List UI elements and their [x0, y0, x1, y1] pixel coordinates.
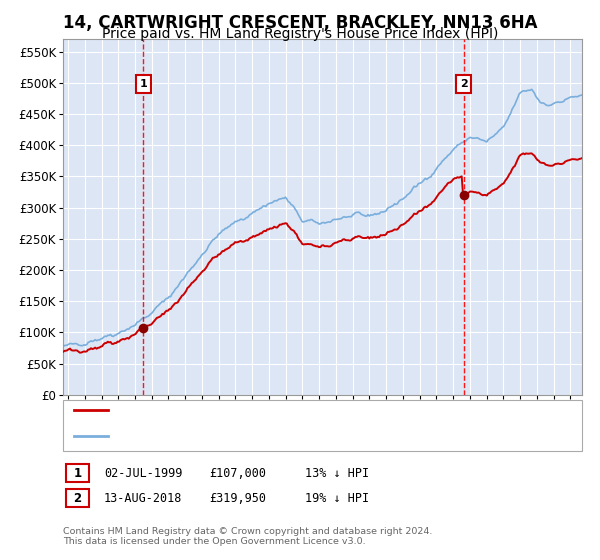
- Text: £319,950: £319,950: [209, 492, 266, 505]
- Text: Contains HM Land Registry data © Crown copyright and database right 2024.
This d: Contains HM Land Registry data © Crown c…: [63, 526, 433, 546]
- Text: 13-AUG-2018: 13-AUG-2018: [104, 492, 182, 505]
- Text: Price paid vs. HM Land Registry's House Price Index (HPI): Price paid vs. HM Land Registry's House …: [102, 27, 498, 41]
- Text: HPI: Average price, detached house, West Northamptonshire: HPI: Average price, detached house, West…: [115, 431, 454, 441]
- Text: 2: 2: [73, 492, 82, 505]
- Text: 14, CARTWRIGHT CRESCENT, BRACKLEY, NN13 6HA: 14, CARTWRIGHT CRESCENT, BRACKLEY, NN13 …: [63, 14, 537, 32]
- Text: 1: 1: [73, 466, 82, 480]
- Text: 14, CARTWRIGHT CRESCENT, BRACKLEY, NN13 6HA (detached house): 14, CARTWRIGHT CRESCENT, BRACKLEY, NN13 …: [115, 405, 505, 415]
- Text: 13% ↓ HPI: 13% ↓ HPI: [305, 466, 369, 480]
- Text: 2: 2: [460, 78, 467, 88]
- Text: 02-JUL-1999: 02-JUL-1999: [104, 466, 182, 480]
- Text: £107,000: £107,000: [209, 466, 266, 480]
- Text: 19% ↓ HPI: 19% ↓ HPI: [305, 492, 369, 505]
- Text: 1: 1: [139, 78, 147, 88]
